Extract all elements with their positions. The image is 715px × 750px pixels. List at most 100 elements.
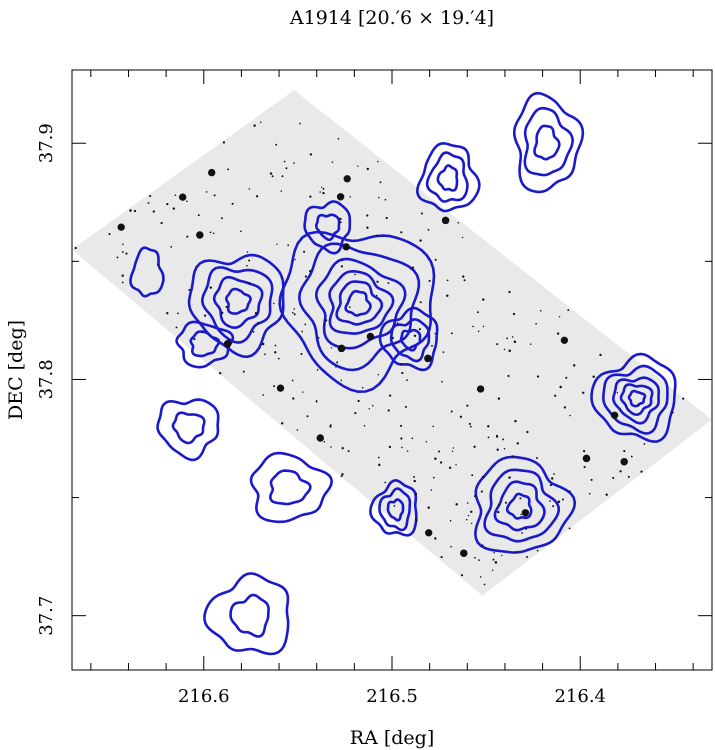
source-dot: [459, 415, 463, 418]
source-dot: [401, 371, 404, 375]
source-dot: [431, 344, 433, 347]
source-dot: [193, 338, 196, 341]
source-dot: [572, 364, 576, 367]
source-dot: [368, 408, 370, 410]
source-dot: [212, 232, 215, 235]
source-dot: [231, 202, 234, 205]
source-dot: [420, 212, 423, 215]
source-dot: [276, 384, 285, 392]
source-dot: [379, 181, 382, 184]
contour-central-cluster: [278, 230, 436, 394]
contour-level: [386, 498, 405, 522]
contour-east-peak: [378, 306, 439, 372]
source-dot: [277, 357, 280, 360]
source-dot: [455, 464, 457, 466]
source-dot: [273, 385, 276, 388]
source-dot: [450, 332, 453, 335]
source-dot: [521, 532, 523, 534]
source-dot: [460, 574, 464, 577]
source-dot: [508, 349, 511, 352]
source-dot: [638, 404, 640, 407]
source-dot: [340, 379, 343, 382]
contour-level: [473, 455, 577, 554]
contour-level: [425, 151, 469, 203]
source-dot: [582, 449, 586, 453]
source-dot: [160, 221, 163, 225]
source-dot: [292, 311, 294, 314]
source-dot: [466, 502, 469, 504]
source-dot: [317, 337, 320, 339]
source-dot: [470, 522, 473, 525]
source-dot: [511, 455, 514, 458]
source-dot: [474, 495, 477, 498]
source-dot: [357, 399, 360, 403]
source-dot: [550, 477, 554, 480]
source-dot: [419, 239, 422, 242]
source-dot: [466, 404, 469, 407]
source-dot: [549, 500, 551, 502]
source-dot: [302, 391, 304, 393]
source-dot: [536, 549, 539, 552]
source-dot: [186, 235, 189, 238]
source-dot: [337, 344, 346, 353]
source-dot: [336, 193, 345, 201]
source-dot: [388, 394, 392, 397]
source-dot: [375, 294, 378, 297]
source-dot: [526, 430, 529, 434]
source-dot: [442, 351, 445, 353]
source-dot: [562, 498, 564, 501]
source-dot: [366, 214, 369, 217]
source-dot: [568, 527, 571, 530]
source-dot: [209, 286, 213, 289]
source-dot: [287, 244, 290, 247]
source-dot: [188, 289, 191, 291]
source-dot: [434, 332, 436, 335]
source-dot: [502, 438, 505, 441]
source-dot: [472, 325, 474, 328]
source-dot: [366, 226, 369, 229]
source-dot: [536, 457, 538, 459]
source-dot: [457, 222, 460, 224]
contour-level: [249, 451, 334, 524]
source-dot: [535, 322, 537, 325]
source-dot: [377, 456, 380, 459]
source-dot: [339, 217, 342, 221]
tick-label-layer: 216.6 216.5 216.4 37.7 37.8 37.9: [36, 123, 606, 707]
source-dot: [507, 374, 510, 378]
source-dot: [441, 216, 450, 225]
contour-level: [129, 246, 165, 298]
source-dot: [482, 325, 485, 328]
source-dot: [420, 368, 423, 371]
source-dot: [388, 445, 392, 449]
source-dot: [497, 503, 500, 506]
contour-se-group: [473, 455, 577, 554]
source-field: [74, 121, 685, 586]
source-dot: [411, 266, 415, 269]
source-dot: [341, 259, 344, 262]
source-dot: [439, 461, 443, 464]
source-dot: [363, 424, 366, 427]
source-dot: [125, 252, 128, 255]
source-dot: [508, 290, 511, 294]
source-dot: [175, 326, 178, 329]
source-dot: [196, 231, 204, 239]
source-dot: [279, 318, 281, 321]
source-dot: [477, 330, 480, 333]
source-dot: [166, 312, 169, 315]
contour-level: [611, 376, 660, 425]
contour-level: [268, 469, 312, 506]
source-dot: [496, 343, 499, 346]
source-dot: [331, 161, 334, 163]
source-dot: [415, 518, 418, 521]
source-dot: [627, 475, 630, 478]
contour-level: [493, 480, 546, 532]
source-dot: [455, 503, 458, 506]
source-dot: [152, 210, 155, 213]
source-dot: [400, 231, 403, 234]
source-dot: [300, 352, 303, 356]
source-dot: [434, 258, 437, 261]
source-dot: [427, 506, 430, 509]
source-dot: [390, 493, 393, 496]
source-dot: [424, 354, 432, 363]
source-dot: [491, 569, 494, 571]
